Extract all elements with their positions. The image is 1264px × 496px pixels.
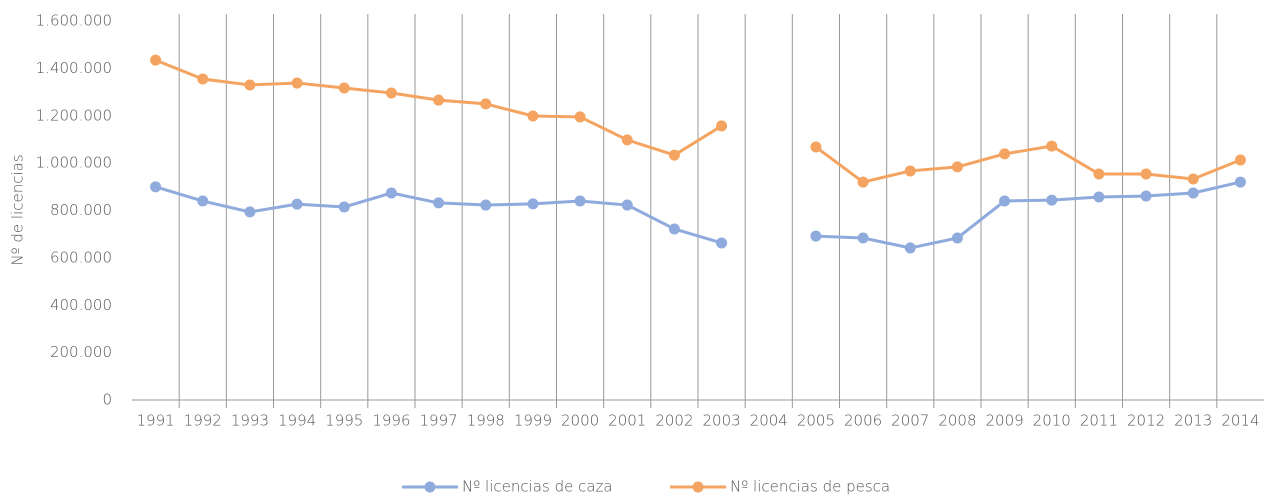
data-point: [150, 181, 162, 193]
data-point: [1046, 194, 1058, 206]
data-point: [999, 148, 1011, 160]
data-point: [1234, 176, 1246, 188]
data-point: [291, 77, 303, 89]
data-point: [999, 195, 1011, 207]
data-point: [1046, 140, 1058, 152]
data-point: [574, 195, 586, 207]
legend-label: Nº licencias de caza: [462, 478, 613, 496]
data-point: [385, 87, 397, 99]
x-tick-label: 2014: [1221, 412, 1259, 430]
data-point: [668, 149, 680, 161]
x-tick-label: 2013: [1174, 412, 1212, 430]
data-point: [197, 195, 209, 207]
data-point: [527, 110, 539, 122]
data-point: [1187, 173, 1199, 185]
x-tick-label: 1991: [136, 412, 174, 430]
data-point: [433, 197, 445, 209]
data-point: [1093, 191, 1105, 203]
data-point: [1234, 154, 1246, 166]
x-tick-label: 2000: [561, 412, 599, 430]
x-tick-label: 2003: [702, 412, 740, 430]
y-tick-label: 400.000: [50, 296, 112, 314]
data-point: [951, 161, 963, 173]
y-tick-label: 600.000: [50, 248, 112, 266]
data-point: [857, 176, 869, 188]
x-tick-label: 1992: [184, 412, 222, 430]
y-tick-label: 1.000.000: [36, 154, 112, 172]
data-point: [433, 94, 445, 106]
x-tick-label: 1995: [325, 412, 363, 430]
y-tick-label: 800.000: [50, 201, 112, 219]
data-point: [480, 98, 492, 110]
x-tick-label: 2007: [891, 412, 929, 430]
data-point: [338, 82, 350, 94]
data-point: [197, 73, 209, 85]
x-tick-label: 2006: [844, 412, 882, 430]
x-tick-label: 1998: [467, 412, 505, 430]
x-tick-label: 1999: [514, 412, 552, 430]
data-point: [716, 237, 728, 249]
x-tick-label: 2011: [1080, 412, 1118, 430]
x-tick-label: 2004: [750, 412, 788, 430]
data-point: [527, 198, 539, 210]
y-tick-label: 1.200.000: [36, 106, 112, 124]
y-tick-label: 200.000: [50, 343, 112, 361]
legend-marker: [424, 481, 436, 493]
y-tick-label: 1.400.000: [36, 59, 112, 77]
x-tick-label: 2008: [938, 412, 976, 430]
data-point: [1140, 168, 1152, 180]
data-point: [244, 79, 256, 91]
x-tick-label: 1996: [372, 412, 410, 430]
data-point: [150, 54, 162, 66]
x-tick-label: 1993: [231, 412, 269, 430]
legend-marker: [692, 481, 704, 493]
data-point: [951, 232, 963, 244]
data-point: [1093, 168, 1105, 180]
x-tick-label: 2009: [985, 412, 1023, 430]
data-point: [480, 199, 492, 211]
y-tick-label: 0: [102, 391, 112, 409]
data-point: [385, 187, 397, 199]
y-tick-label: 1.600.000: [36, 12, 112, 30]
data-point: [574, 111, 586, 123]
data-point: [291, 198, 303, 210]
x-tick-label: 2005: [797, 412, 835, 430]
y-axis-label: Nº de licencias: [9, 154, 27, 265]
data-point: [904, 242, 916, 254]
data-point: [338, 201, 350, 213]
data-point: [1187, 187, 1199, 199]
x-tick-label: 2012: [1127, 412, 1165, 430]
data-point: [1140, 190, 1152, 202]
legend-label: Nº licencias de pesca: [730, 478, 890, 496]
data-point: [668, 223, 680, 235]
x-tick-label: 2001: [608, 412, 646, 430]
data-point: [244, 206, 256, 218]
x-tick-label: 1997: [419, 412, 457, 430]
x-tick-label: 2010: [1033, 412, 1071, 430]
data-point: [857, 232, 869, 244]
data-point: [716, 120, 728, 132]
x-tick-label: 1994: [278, 412, 316, 430]
data-point: [904, 165, 916, 177]
data-point: [621, 134, 633, 146]
x-tick-label: 2002: [655, 412, 693, 430]
data-point: [810, 141, 822, 153]
data-point: [810, 230, 822, 242]
data-point: [621, 199, 633, 211]
